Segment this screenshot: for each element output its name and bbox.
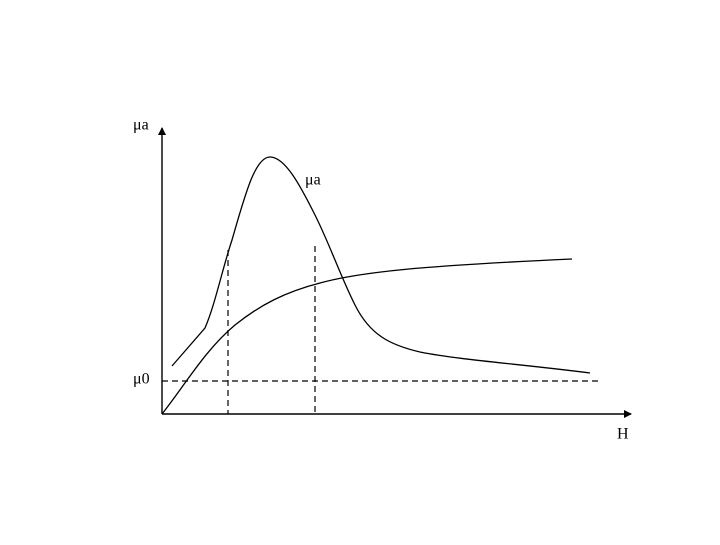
x-axis-label: H xyxy=(617,426,629,443)
y-axis-label: μa xyxy=(133,117,149,134)
peak-curve xyxy=(171,156,591,374)
curve-label: μa xyxy=(305,172,321,189)
rising-curve xyxy=(161,258,573,415)
baseline-label: μ0 xyxy=(133,371,150,388)
